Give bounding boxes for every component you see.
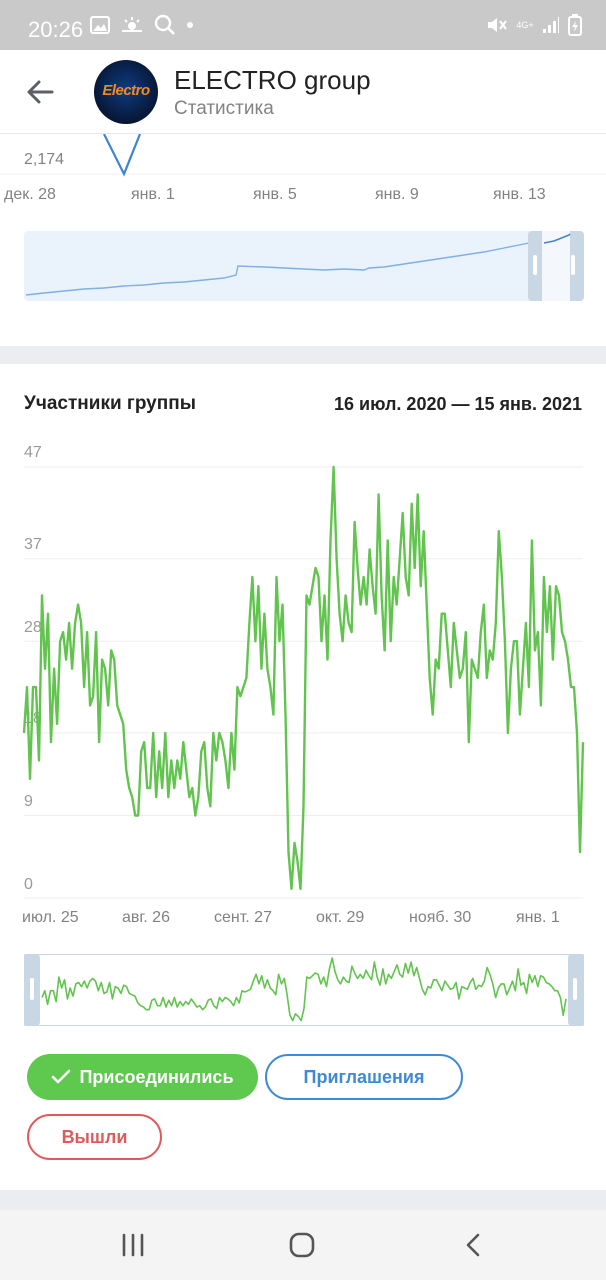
dot-icon bbox=[187, 22, 193, 28]
status-bar: 20:26 4G+ bbox=[0, 0, 606, 50]
x-tick-label: июл. 25 bbox=[22, 909, 79, 926]
arrow-left-icon bbox=[27, 80, 54, 104]
battery-icon bbox=[568, 14, 582, 36]
x-tick-label: янв. 1 bbox=[516, 909, 560, 926]
avatar-logo-text: Electro bbox=[102, 82, 150, 99]
navigator-series-line bbox=[41, 957, 567, 1022]
top-chart-x-label: янв. 9 bbox=[375, 186, 419, 203]
x-tick-label: нояб. 30 bbox=[409, 909, 472, 926]
filter-left-label: Вышли bbox=[61, 1126, 128, 1147]
y-tick-label: 47 bbox=[24, 444, 42, 461]
home-button[interactable] bbox=[282, 1228, 322, 1262]
weather-icon bbox=[122, 17, 142, 32]
filter-joined-button[interactable]: Присоединились bbox=[27, 1054, 258, 1100]
top-chart-x-label: янв. 13 bbox=[493, 186, 546, 203]
members-chart-title: Участники группы bbox=[24, 393, 196, 414]
x-tick-label: сент. 27 bbox=[214, 909, 272, 926]
signal-icon bbox=[543, 17, 559, 33]
x-tick-label: окт. 29 bbox=[316, 909, 365, 926]
page-subtitle: Статистика bbox=[174, 98, 274, 119]
date-range-selector[interactable]: 16 июл. 2020 — 15 янв. 2021 bbox=[333, 394, 582, 414]
card-separator bbox=[0, 346, 606, 364]
group-avatar[interactable]: Electro bbox=[94, 60, 158, 124]
members-series-line bbox=[22, 465, 585, 890]
members-chart-navigator[interactable] bbox=[24, 954, 584, 1026]
recent-apps-icon bbox=[122, 1233, 144, 1257]
top-chart-x-label: дек. 28 bbox=[4, 186, 56, 203]
back-button[interactable] bbox=[18, 72, 62, 112]
status-time: 20:26 bbox=[28, 17, 84, 42]
filter-left-button[interactable]: Вышли bbox=[27, 1114, 162, 1160]
filter-invites-button[interactable]: Приглашения bbox=[265, 1054, 463, 1100]
card-separator bbox=[0, 1190, 606, 1210]
recent-apps-button[interactable] bbox=[113, 1228, 153, 1262]
filter-invites-label: Приглашения bbox=[303, 1066, 425, 1087]
status-icons-left bbox=[90, 14, 194, 36]
members-chart[interactable] bbox=[0, 440, 606, 910]
status-icons-right: 4G+ bbox=[486, 14, 582, 36]
image-icon bbox=[90, 16, 110, 34]
top-chart-x-label: янв. 5 bbox=[253, 186, 297, 203]
system-nav-bar bbox=[0, 1210, 606, 1280]
y-tick-label: 28 bbox=[24, 619, 42, 636]
top-chart-line bbox=[0, 134, 606, 177]
chevron-left-icon bbox=[466, 1233, 480, 1257]
search-icon bbox=[154, 14, 175, 35]
app-header: Electro ELECTRO group Статистика bbox=[0, 50, 606, 134]
y-tick-label: 37 bbox=[24, 536, 42, 553]
home-icon bbox=[289, 1232, 315, 1258]
y-tick-label: 9 bbox=[24, 793, 33, 810]
group-title: ELECTRO group bbox=[174, 65, 371, 95]
top-chart-card: 2,174 дек. 28 янв. 1 янв. 5 янв. 9 янв. … bbox=[0, 134, 606, 346]
mute-icon bbox=[488, 18, 507, 32]
system-back-button[interactable] bbox=[453, 1228, 493, 1262]
filter-joined-label: Присоединились bbox=[79, 1066, 234, 1087]
top-chart-y-label: 2,174 bbox=[24, 151, 65, 168]
top-chart-x-label: янв. 1 bbox=[131, 186, 175, 203]
network-label: 4G+ bbox=[516, 19, 534, 30]
top-chart-navigator[interactable] bbox=[24, 231, 584, 301]
check-icon bbox=[52, 1069, 71, 1084]
y-tick-label: 0 bbox=[24, 876, 33, 893]
x-tick-label: авг. 26 bbox=[122, 909, 170, 926]
